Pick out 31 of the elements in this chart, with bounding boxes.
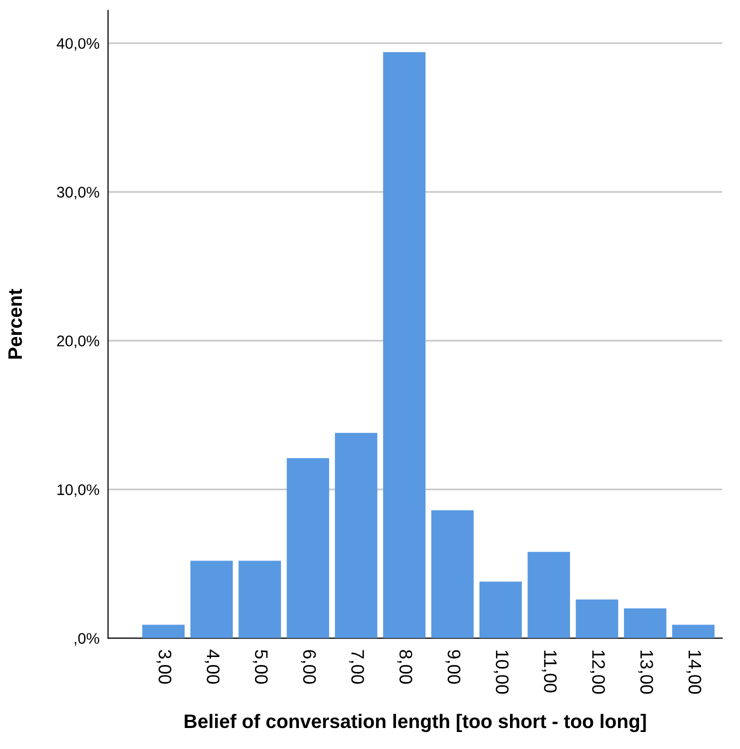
bar xyxy=(238,560,281,638)
bar xyxy=(431,510,474,638)
x-axis-title: Belief of conversation length [too short - too long] xyxy=(184,714,646,732)
x-tick-label: 5,00 xyxy=(252,650,268,684)
bar xyxy=(286,458,330,638)
bar xyxy=(528,552,570,638)
x-tick-label: 4,00 xyxy=(204,650,220,684)
bar xyxy=(142,624,185,638)
bar xyxy=(576,599,618,638)
x-tick-label: 9,00 xyxy=(445,650,460,684)
bar xyxy=(334,432,378,638)
bar xyxy=(190,560,233,638)
y-tick-label: 20,0% xyxy=(57,336,100,348)
bar xyxy=(383,52,426,638)
x-tick-label: 11,00 xyxy=(542,650,557,692)
x-tick-label: 8,00 xyxy=(397,650,412,684)
x-tick-label: 6,00 xyxy=(300,650,316,684)
y-tick-label: 30,0% xyxy=(56,186,100,200)
y-axis-title: Percent xyxy=(8,288,22,359)
y-tick-label: ,0% xyxy=(74,633,100,646)
bar xyxy=(672,624,715,638)
x-tick-label: 10,00 xyxy=(494,650,509,694)
y-tick-label: 40,0% xyxy=(56,38,100,51)
bar xyxy=(479,582,522,638)
x-tick-label: 7,00 xyxy=(349,650,364,684)
x-tick-label: 12,00 xyxy=(590,650,605,694)
x-tick-label: 13,00 xyxy=(638,650,654,694)
x-tick-label: 3,00 xyxy=(156,650,172,684)
x-tick-label: 14,00 xyxy=(686,650,702,694)
bar xyxy=(624,608,666,638)
y-tick-label: 10,0% xyxy=(58,484,100,497)
